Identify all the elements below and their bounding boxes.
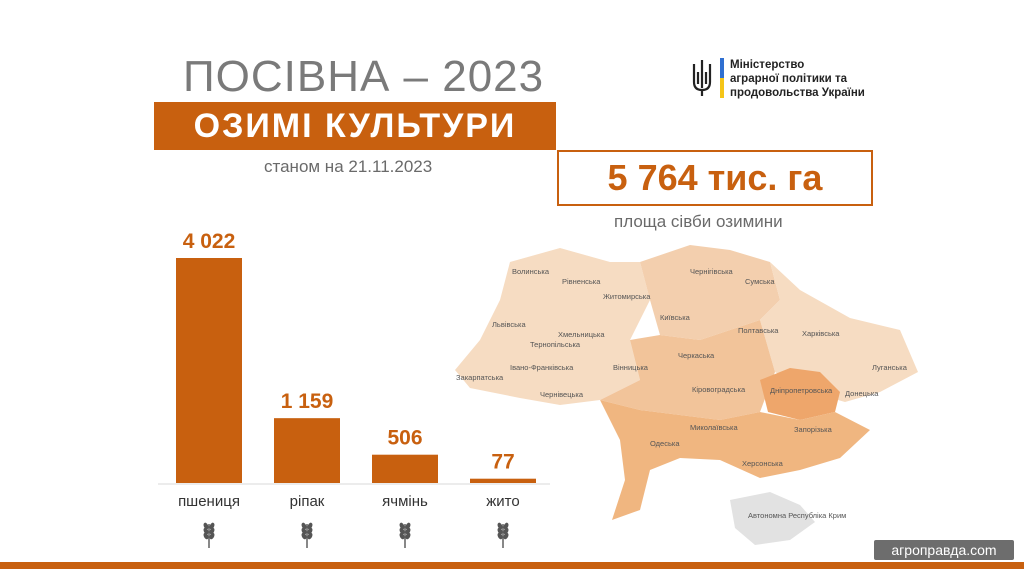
map-label: Тернопільська: [530, 340, 581, 349]
category-label: ячмінь: [382, 493, 428, 510]
category-label: ріпак: [290, 493, 325, 510]
crop-type-banner: ОЗИМІ КУЛЬТУРИ: [154, 102, 556, 150]
map-label: Івано-Франківська: [510, 363, 574, 372]
map-label: Чернівецька: [540, 390, 584, 399]
map-label: Луганська: [872, 363, 908, 372]
bar-2: [372, 454, 438, 483]
ministry-logo: Міністерство аграрної політики та продов…: [690, 58, 865, 100]
map-crimea: [730, 492, 815, 545]
data-label: 4 022: [183, 230, 236, 253]
trident-icon: [692, 60, 712, 96]
map-label: Херсонська: [742, 459, 784, 468]
data-label: 1 159: [281, 390, 334, 413]
ministry-name-line2: аграрної політики та: [730, 73, 847, 85]
map-label: Харківська: [802, 329, 840, 338]
map-label: Миколаївська: [690, 423, 738, 432]
bar-1: [274, 418, 340, 483]
map-label: Донецька: [845, 389, 879, 398]
map-label: Одеська: [650, 439, 680, 448]
map-label: Житомирська: [603, 292, 651, 301]
map-north: [640, 245, 780, 340]
footer-bar: [0, 562, 1024, 569]
total-area-value: 5 764 тис. га: [557, 150, 873, 206]
map-label: Київська: [660, 313, 691, 322]
category-label: жито: [486, 493, 519, 510]
map-label: Рівненська: [562, 277, 601, 286]
map-label: Хмельницька: [558, 330, 605, 339]
map-label: Волинська: [512, 267, 550, 276]
rye-icon: [497, 522, 509, 548]
watermark: агроправда.com: [874, 540, 1014, 560]
map-center: [600, 320, 775, 420]
map-label: Черкаська: [678, 351, 715, 360]
barley-icon: [399, 522, 411, 548]
map-label: Автономна Республіка Крим: [748, 511, 846, 520]
bar-3: [470, 478, 536, 483]
map-label: Вінницька: [613, 363, 649, 372]
data-label: 506: [387, 427, 422, 450]
data-label: 77: [491, 451, 514, 474]
map-label: Дніпропетровська: [770, 386, 833, 395]
ministry-name-line3: продовольства України: [730, 87, 865, 99]
map-label: Запорізька: [794, 425, 833, 434]
map-label: Кіровоградська: [692, 385, 746, 394]
map-label: Львівська: [492, 320, 526, 329]
date-label: станом на 21.11.2023: [264, 157, 433, 176]
map-label: Закарпатська: [456, 373, 504, 382]
page-title: ПОСІВНА – 2023: [183, 52, 545, 101]
total-area-label: площа сівби озимини: [614, 212, 783, 231]
map-label: Сумська: [745, 277, 775, 286]
ministry-name-line1: Міністерство: [730, 59, 805, 71]
map-south: [600, 400, 870, 520]
rapeseed-icon: [301, 522, 313, 548]
category-label: пшениця: [178, 493, 240, 510]
ukraine-map: Волинська Рівненська Житомирська Чернігі…: [455, 245, 918, 545]
map-label: Полтавська: [738, 326, 779, 335]
map-label: Чернігівська: [690, 267, 734, 276]
bars-group: 4 022 пшениця 1 159 ріпак 506 ячмінь 77 жито: [176, 230, 536, 548]
map-dnipro: [760, 368, 840, 420]
bar-0: [176, 258, 242, 483]
ministry-name: Міністерство аграрної політики та продов…: [730, 58, 865, 100]
flag-bar: [720, 58, 724, 98]
map-east: [760, 262, 918, 402]
map-west: [455, 248, 650, 405]
wheat-icon: [203, 522, 215, 548]
